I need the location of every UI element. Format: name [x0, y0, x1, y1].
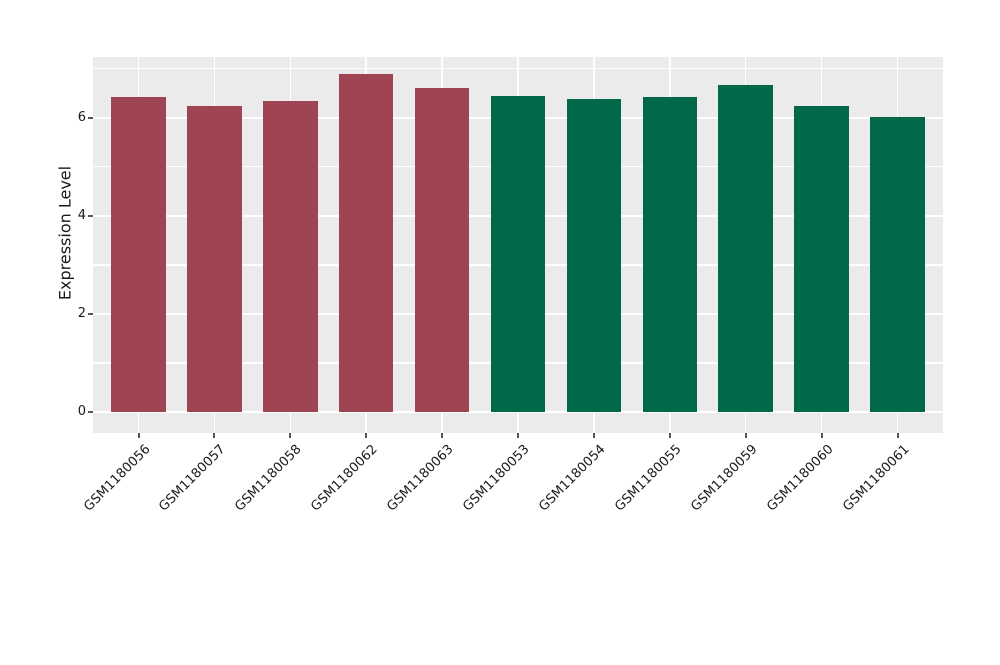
- bar-GSM1180062: [338, 73, 394, 412]
- x-tick-mark: [365, 433, 368, 438]
- bar-GSM1180056: [111, 96, 166, 412]
- x-tick-mark: [592, 433, 595, 438]
- x-tick-mark: [896, 433, 899, 438]
- y-tick-mark: [88, 116, 93, 119]
- x-tick-label: GSM1180056: [80, 442, 154, 515]
- bar-GSM1180058: [263, 100, 318, 412]
- plot-panel: [93, 57, 943, 433]
- bar-GSM1180059: [718, 84, 773, 412]
- x-tick-mark: [744, 433, 747, 438]
- bar-GSM1180057: [187, 106, 242, 412]
- x-tick-mark: [441, 433, 444, 438]
- y-tick-mark: [88, 214, 93, 217]
- y-tick-label: 2: [77, 305, 86, 321]
- x-tick-mark: [820, 433, 823, 438]
- bar-GSM1180061: [870, 116, 925, 412]
- bar-GSM1180060: [794, 106, 849, 412]
- x-tick-mark: [668, 433, 671, 438]
- y-tick-mark: [88, 410, 93, 413]
- x-tick-mark: [213, 433, 216, 438]
- bar-GSM1180063: [414, 87, 470, 412]
- x-tick-mark: [137, 433, 140, 438]
- x-tick-mark: [289, 433, 292, 438]
- bar-GSM1180055: [642, 96, 698, 412]
- y-tick-label: 4: [77, 207, 86, 223]
- y-tick-mark: [88, 312, 93, 315]
- bar-GSM1180053: [490, 95, 546, 412]
- y-axis-label: Expression Level: [55, 165, 75, 301]
- y-tick-label: 0: [77, 403, 86, 419]
- y-tick-label: 6: [77, 109, 86, 125]
- bar-GSM1180054: [566, 98, 622, 412]
- x-tick-mark: [517, 433, 519, 438]
